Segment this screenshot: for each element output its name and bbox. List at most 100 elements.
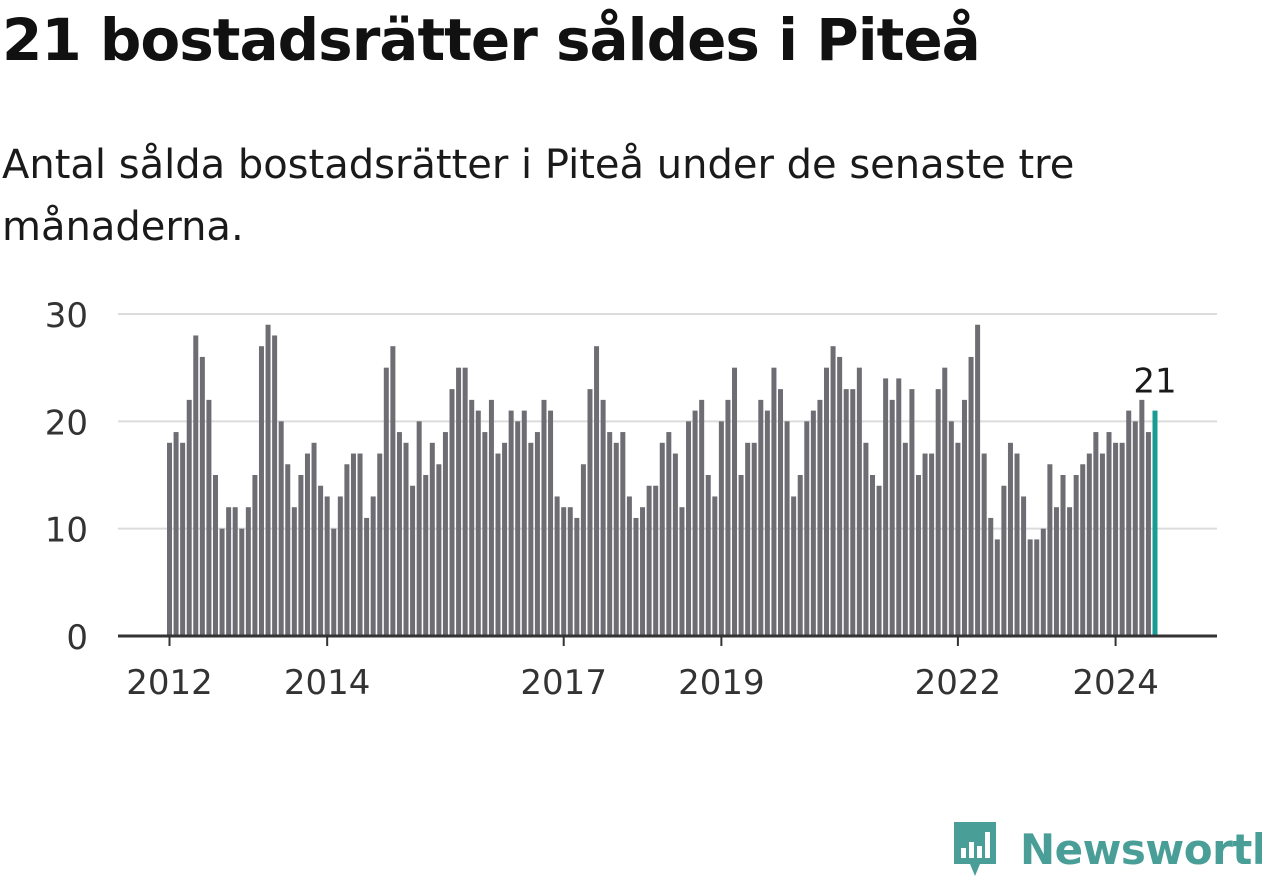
bar [981,453,987,636]
bar [961,399,967,636]
bar [403,442,409,636]
bar [416,421,422,636]
bar [186,399,192,636]
bar [1086,453,1092,636]
bar [633,517,639,636]
bar [331,528,337,636]
bar [869,475,875,636]
bar [600,399,606,636]
bar [718,421,724,636]
bar [784,421,790,636]
bar [495,453,501,636]
newsworthy-logo[interactable]: Newsworthy [950,818,1262,880]
bar [396,432,402,636]
bar [758,399,764,636]
bar [1126,410,1132,636]
bar [948,421,954,636]
bar [1034,539,1040,636]
bar [732,367,738,636]
bar [324,496,330,636]
bar [534,432,540,636]
bar [580,464,586,636]
bar [883,378,889,636]
bar [298,475,304,636]
bar [824,367,829,636]
bar [344,464,350,636]
y-tick-label: 10 [45,511,88,551]
bar [377,453,383,636]
bar [226,507,232,636]
bar-highlight [1152,410,1158,636]
bar [975,324,981,636]
bar [469,399,475,636]
x-tick-label: 2022 [915,663,1002,703]
labels: 0 10 20 30 2012 2014 2017 2019 2022 2024 21 [45,296,1177,703]
bar [771,367,777,636]
bar [429,442,435,636]
bar [567,507,573,636]
bar [909,389,915,636]
bar [410,485,416,636]
y-tick-label: 0 [66,618,88,658]
bar [1053,507,1059,636]
bar [699,399,705,636]
bar [837,356,843,636]
bar [653,485,659,636]
bar [193,335,199,636]
bar [843,389,849,636]
bar [252,475,258,636]
chart-subtitle: Antal sålda bostadsrätter i Piteå under … [2,142,1075,250]
y-tick-label: 20 [45,403,88,443]
bar [929,453,935,636]
x-tick-label: 2012 [126,663,213,703]
bar [745,442,751,636]
bar [863,442,869,636]
bar [318,485,324,636]
bar [1080,464,1086,636]
bar [1132,421,1138,636]
bar [482,432,488,636]
bar [291,507,297,636]
bar [889,399,895,636]
bar [646,485,652,636]
bar [515,421,521,636]
bar [285,464,291,636]
bar [994,539,1000,636]
axes [118,634,1217,646]
bar [935,389,941,636]
bar [1021,496,1027,636]
bar [548,410,554,636]
bar [1113,442,1119,636]
bar [278,421,284,636]
bars [167,324,1158,636]
bar [239,528,245,636]
bar [521,410,527,636]
bar [173,432,179,636]
bar [1047,464,1053,636]
bar [988,517,994,636]
bar [659,442,665,636]
bar [272,335,278,636]
bar [1073,475,1079,636]
bar [942,367,948,636]
bar [364,517,370,636]
bar [1139,399,1145,636]
bar [764,410,770,636]
bar [232,507,238,636]
bar [554,496,560,636]
bar [640,507,646,636]
bar [370,496,376,636]
bar [1001,485,1007,636]
bar [206,399,212,636]
bar [1007,442,1013,636]
bar [810,410,816,636]
bar [915,475,921,636]
bar [462,367,468,636]
bar [265,324,271,636]
y-tick-label: 30 [45,296,88,336]
bar [613,442,619,636]
bar [245,507,251,636]
bar [1067,507,1073,636]
x-tick-label: 2019 [678,663,765,703]
bar [1119,442,1125,636]
